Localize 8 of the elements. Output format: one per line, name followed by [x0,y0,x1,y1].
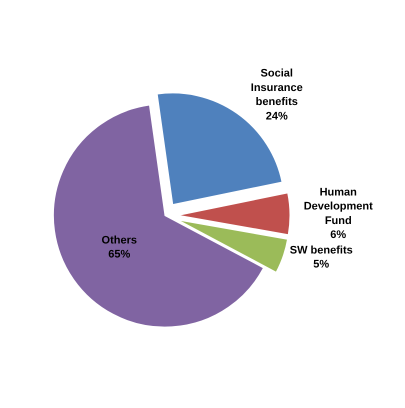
data-label: 6% [330,229,346,242]
data-label: 5% [313,258,330,271]
slice-label: Human Development Fund [304,186,374,227]
slice-label: Others [102,234,138,246]
data-label: 65% [108,248,131,261]
slice-label: Social Insurance benefits [250,68,303,108]
data-label: 24% [266,110,288,122]
slice-label: SW benefits [290,244,353,256]
